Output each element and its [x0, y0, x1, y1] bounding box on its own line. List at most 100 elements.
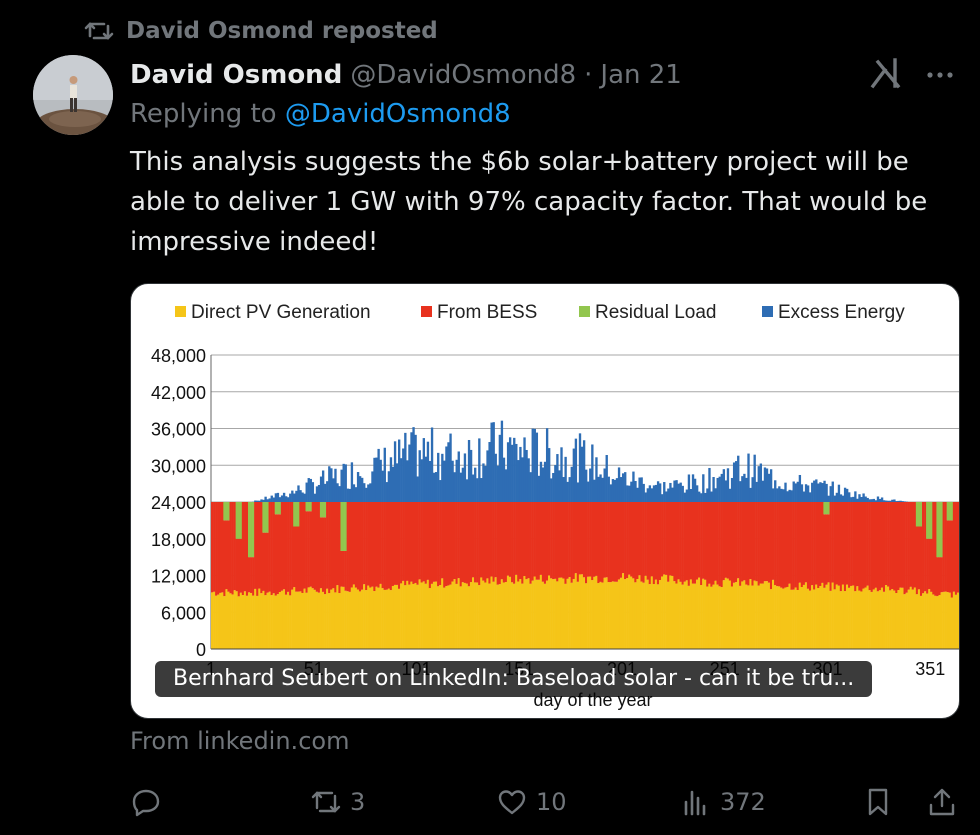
- bess-bar: [580, 502, 584, 575]
- excess-bar: [414, 434, 417, 502]
- pv-bar: [656, 584, 660, 649]
- pv-bar: [804, 582, 808, 649]
- bess-bar: [755, 502, 758, 582]
- bess-bar: [564, 502, 567, 584]
- excess-bar: [654, 484, 658, 502]
- bess-bar: [681, 502, 684, 585]
- pv-bar: [420, 582, 423, 649]
- link-card-title[interactable]: Bernhard Seubert on LinkedIn: Baseload s…: [155, 661, 873, 697]
- grok-icon[interactable]: [868, 56, 904, 92]
- bess-bar: [597, 502, 600, 584]
- post-date[interactable]: Jan 21: [600, 60, 682, 90]
- bess-bar: [280, 502, 284, 591]
- excess-bar: [741, 476, 744, 502]
- bess-bar: [683, 502, 686, 582]
- more-icon[interactable]: [920, 60, 960, 90]
- excess-bar: [811, 482, 814, 502]
- excess-bar: [759, 463, 763, 502]
- pv-bar: [315, 591, 319, 649]
- pv-bar: [215, 595, 218, 649]
- bess-bar: [241, 502, 245, 596]
- bess-bar: [414, 502, 417, 583]
- excess-bar: [778, 486, 781, 502]
- reply-button[interactable]: [130, 780, 170, 824]
- residual-bar: [917, 502, 921, 527]
- pv-bar: [679, 581, 682, 649]
- pv-bar: [901, 587, 904, 649]
- pv-bar: [835, 584, 839, 649]
- author-name[interactable]: David Osmond: [130, 60, 343, 90]
- pv-bar: [428, 588, 432, 649]
- pv-bar: [239, 592, 243, 649]
- bess-bar: [554, 502, 557, 579]
- pv-bar: [309, 586, 312, 649]
- pv-bar: [597, 583, 600, 649]
- excess-bar: [379, 459, 382, 502]
- bess-bar: [687, 502, 691, 586]
- pv-bar: [377, 587, 380, 649]
- excess-bar: [850, 497, 853, 502]
- excess-bar: [876, 496, 880, 502]
- bess-bar: [535, 502, 539, 580]
- repost-button[interactable]: 3: [310, 780, 365, 824]
- excess-bar: [496, 465, 499, 502]
- pv-bar: [728, 580, 732, 649]
- bess-bar: [946, 520, 950, 593]
- excess-bar: [576, 482, 580, 502]
- repost-indicator[interactable]: David Osmond reposted: [84, 14, 438, 48]
- link-source[interactable]: From linkedin.com: [130, 727, 350, 755]
- pv-bar: [221, 592, 224, 649]
- residual-bar: [940, 502, 943, 558]
- excess-bar: [486, 450, 489, 502]
- legend-swatch: [175, 306, 186, 317]
- reply-handle-link[interactable]: @DavidOsmond8: [284, 99, 511, 129]
- pv-bar: [332, 588, 335, 649]
- excess-bar: [722, 469, 726, 502]
- bess-bar: [474, 502, 477, 583]
- pv-bar: [562, 578, 565, 649]
- excess-bar: [515, 443, 518, 502]
- pv-bar: [256, 595, 259, 649]
- pv-bar: [772, 579, 775, 649]
- pv-bar: [453, 579, 456, 649]
- excess-bar: [556, 454, 559, 502]
- like-button[interactable]: 10: [496, 780, 567, 824]
- pv-bar: [402, 580, 405, 649]
- pv-bar: [681, 584, 684, 649]
- bess-bar: [545, 502, 549, 581]
- excess-bar: [428, 460, 432, 502]
- pv-bar: [398, 588, 401, 649]
- pv-bar: [284, 594, 288, 649]
- pv-bar: [665, 574, 668, 649]
- pv-bar: [737, 578, 740, 649]
- excess-bar: [550, 478, 553, 502]
- pv-bar: [630, 576, 633, 649]
- bess-bar: [340, 551, 343, 587]
- views-button[interactable]: 372: [680, 780, 766, 824]
- pv-bar: [735, 582, 738, 649]
- pv-bar: [936, 596, 939, 649]
- bess-bar: [274, 514, 278, 596]
- bess-bar: [700, 502, 703, 586]
- link-card[interactable]: Direct PV Generation From BESS Residual Lo…: [130, 283, 960, 719]
- bess-bar: [617, 502, 621, 580]
- bess-bar: [767, 502, 771, 583]
- excess-bar: [504, 469, 508, 502]
- pv-bar: [747, 585, 750, 649]
- bookmark-button[interactable]: [862, 780, 894, 824]
- bess-bar: [956, 502, 959, 593]
- pv-bar: [541, 581, 545, 649]
- bess-bar: [527, 502, 530, 579]
- pv-bar: [299, 591, 302, 649]
- author-handle[interactable]: @DavidOsmond8: [350, 60, 577, 90]
- share-button[interactable]: [926, 780, 958, 824]
- excess-bar: [599, 474, 602, 502]
- pv-bar: [624, 579, 627, 649]
- excess-bar: [311, 482, 315, 502]
- bess-bar: [843, 502, 847, 592]
- excess-bar: [833, 495, 836, 502]
- pv-bar: [260, 593, 263, 649]
- bookmark-icon: [868, 788, 888, 816]
- excess-bar: [893, 499, 896, 502]
- avatar[interactable]: [33, 55, 113, 135]
